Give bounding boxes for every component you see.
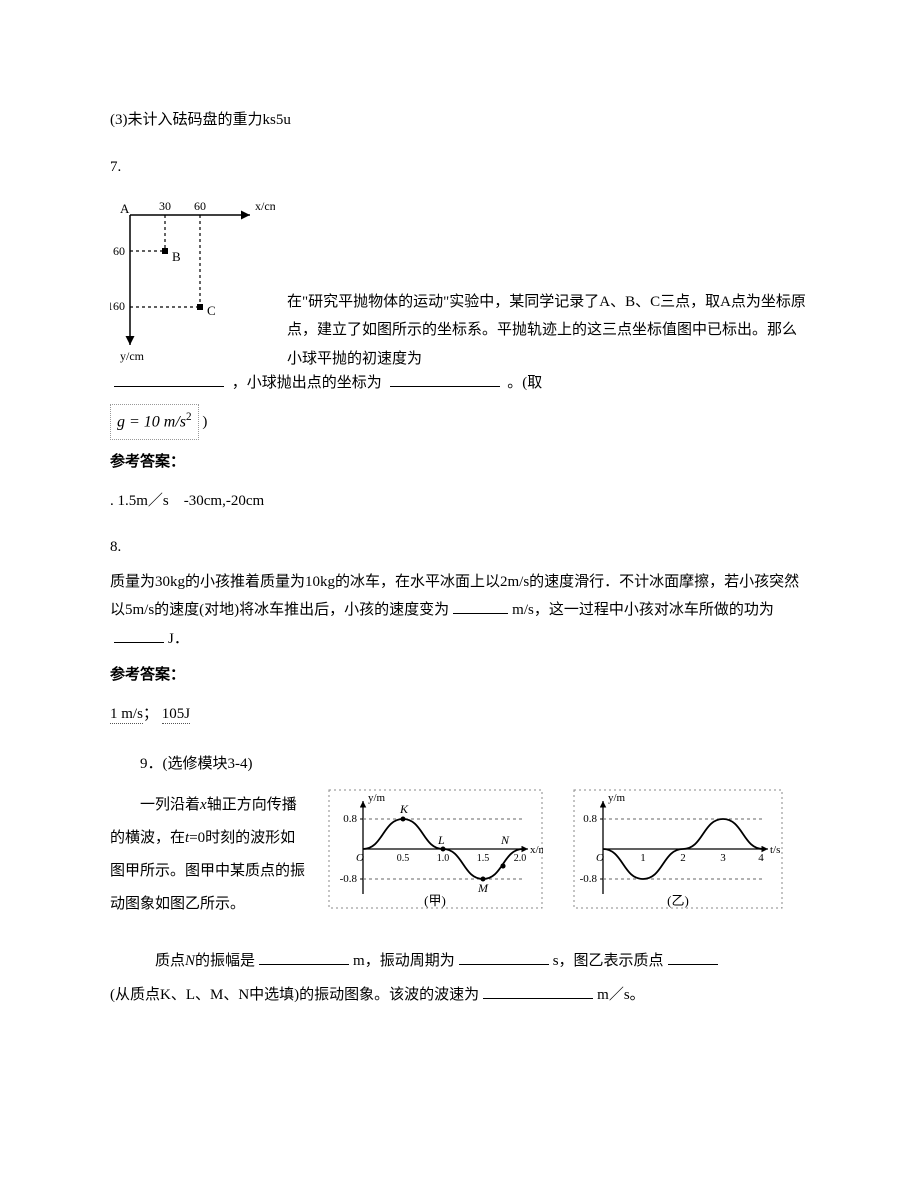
q9-number: 9．(选修模块3-4) bbox=[110, 750, 810, 779]
svg-text:3: 3 bbox=[720, 852, 726, 864]
q7-blank-1[interactable] bbox=[114, 371, 224, 387]
svg-text:1.5: 1.5 bbox=[477, 853, 490, 864]
q9-graph-yi: 0.8 -0.8 1 2 3 4 t/s y/m O (乙) bbox=[573, 789, 783, 929]
q8-blank-2[interactable] bbox=[114, 627, 164, 643]
svg-text:y/m: y/m bbox=[368, 792, 386, 804]
svg-text:1: 1 bbox=[640, 852, 646, 864]
q9-bottom-line1: 质点N的振幅是m，振动周期为s，图乙表示质点 bbox=[110, 947, 810, 976]
q9-graph-jia: 0.8 -0.8 0.5 1.0 1.5 2.0 x/m y/m O K bbox=[328, 789, 543, 929]
q9-blank-speed[interactable] bbox=[483, 983, 593, 999]
svg-text:M: M bbox=[477, 881, 489, 895]
svg-text:N: N bbox=[500, 833, 510, 847]
svg-text:t/s: t/s bbox=[770, 844, 780, 856]
q9-blank-point[interactable] bbox=[668, 949, 718, 965]
q8-answer-b: 105J bbox=[162, 706, 190, 724]
q8-answer-sep: ； bbox=[143, 706, 158, 722]
svg-text:(乙): (乙) bbox=[667, 893, 689, 908]
q7-blank-2[interactable] bbox=[390, 371, 500, 387]
svg-text:0.8: 0.8 bbox=[583, 813, 597, 825]
q7-point-a: A bbox=[120, 201, 130, 216]
q7-formula-g: g = 10 m/s2 bbox=[110, 404, 199, 441]
q7-point-c: C bbox=[207, 303, 216, 318]
q8-answer-a: 1 m/s bbox=[110, 706, 143, 724]
q9-blank-amp[interactable] bbox=[259, 949, 349, 965]
svg-text:-0.8: -0.8 bbox=[580, 873, 598, 885]
svg-text:1.0: 1.0 bbox=[437, 853, 450, 864]
q7-diagram: 30 60 x/cm 60 160 A B C y/cm bbox=[110, 195, 275, 365]
q7-xtick-30: 30 bbox=[159, 199, 171, 213]
q9-left-text: 一列沿着x轴正方向传播的横波，在t=0时刻的波形如图甲所示。图甲中某质点的振动图… bbox=[110, 789, 310, 921]
q8-unit-1: m/s，这一过程中小孩对冰车所做的功为 bbox=[512, 602, 774, 618]
q7-ylabel: y/cm bbox=[120, 349, 145, 363]
q7-text-3: 。(取 bbox=[507, 375, 542, 391]
q7-text-2: ，小球抛出点的坐标为 bbox=[232, 375, 382, 391]
q8-text: 质量为30kg的小孩推着质量为10kg的冰车，在水平冰面上以2m/s的速度滑行．… bbox=[110, 568, 810, 654]
q7-xtick-60: 60 bbox=[194, 199, 206, 213]
q7-text-1: 在"研究平抛物体的运动"实验中，某同学记录了A、B、C三点，取A点为坐标原点，建… bbox=[287, 294, 806, 367]
q7-number: 7. bbox=[110, 153, 810, 182]
svg-text:2: 2 bbox=[680, 852, 686, 864]
q9-blank-period[interactable] bbox=[459, 949, 549, 965]
q8-unit-2: J． bbox=[168, 631, 189, 647]
svg-text:(甲): (甲) bbox=[424, 893, 446, 908]
q7-text-after-diagram: 在"研究平抛物体的运动"实验中，某同学记录了A、B、C三点，取A点为坐标原点，建… bbox=[287, 288, 810, 374]
q7-text-line2: ，小球抛出点的坐标为 。(取 bbox=[110, 369, 810, 398]
q8-number: 8. bbox=[110, 533, 810, 562]
q8-blank-1[interactable] bbox=[453, 598, 508, 614]
svg-text:2.0: 2.0 bbox=[514, 853, 527, 864]
svg-text:O: O bbox=[356, 852, 364, 864]
svg-text:0.8: 0.8 bbox=[343, 813, 357, 825]
svg-text:x/m: x/m bbox=[530, 844, 543, 856]
q7-ytick-60: 60 bbox=[113, 244, 125, 258]
q8-answer-label: 参考答案： bbox=[110, 661, 810, 690]
q7-ytick-160: 160 bbox=[110, 299, 125, 313]
svg-text:0.5: 0.5 bbox=[397, 853, 410, 864]
svg-text:O: O bbox=[596, 852, 604, 864]
svg-text:L: L bbox=[437, 833, 445, 847]
svg-text:4: 4 bbox=[758, 852, 764, 864]
svg-text:y/m: y/m bbox=[608, 792, 626, 804]
q6-part3-text: (3)未计入砝码盘的重力ks5u bbox=[110, 106, 810, 135]
svg-text:K: K bbox=[399, 802, 409, 816]
q9-bottom-line2: (从质点K、L、M、N中选填)的振动图象。该波的波速为m／s。 bbox=[110, 981, 810, 1010]
q7-answer-label: 参考答案： bbox=[110, 448, 810, 477]
q8-answer: 1 m/s； 105J bbox=[110, 700, 810, 729]
q7-xlabel: x/cm bbox=[255, 199, 275, 213]
svg-text:-0.8: -0.8 bbox=[340, 873, 358, 885]
q7-answer: . 1.5m／s -30cm,-20cm bbox=[110, 487, 810, 516]
q7-text-4: ) bbox=[202, 413, 207, 429]
q7-formula-line: g = 10 m/s2 ) bbox=[110, 404, 810, 441]
q7-point-b: B bbox=[172, 249, 181, 264]
